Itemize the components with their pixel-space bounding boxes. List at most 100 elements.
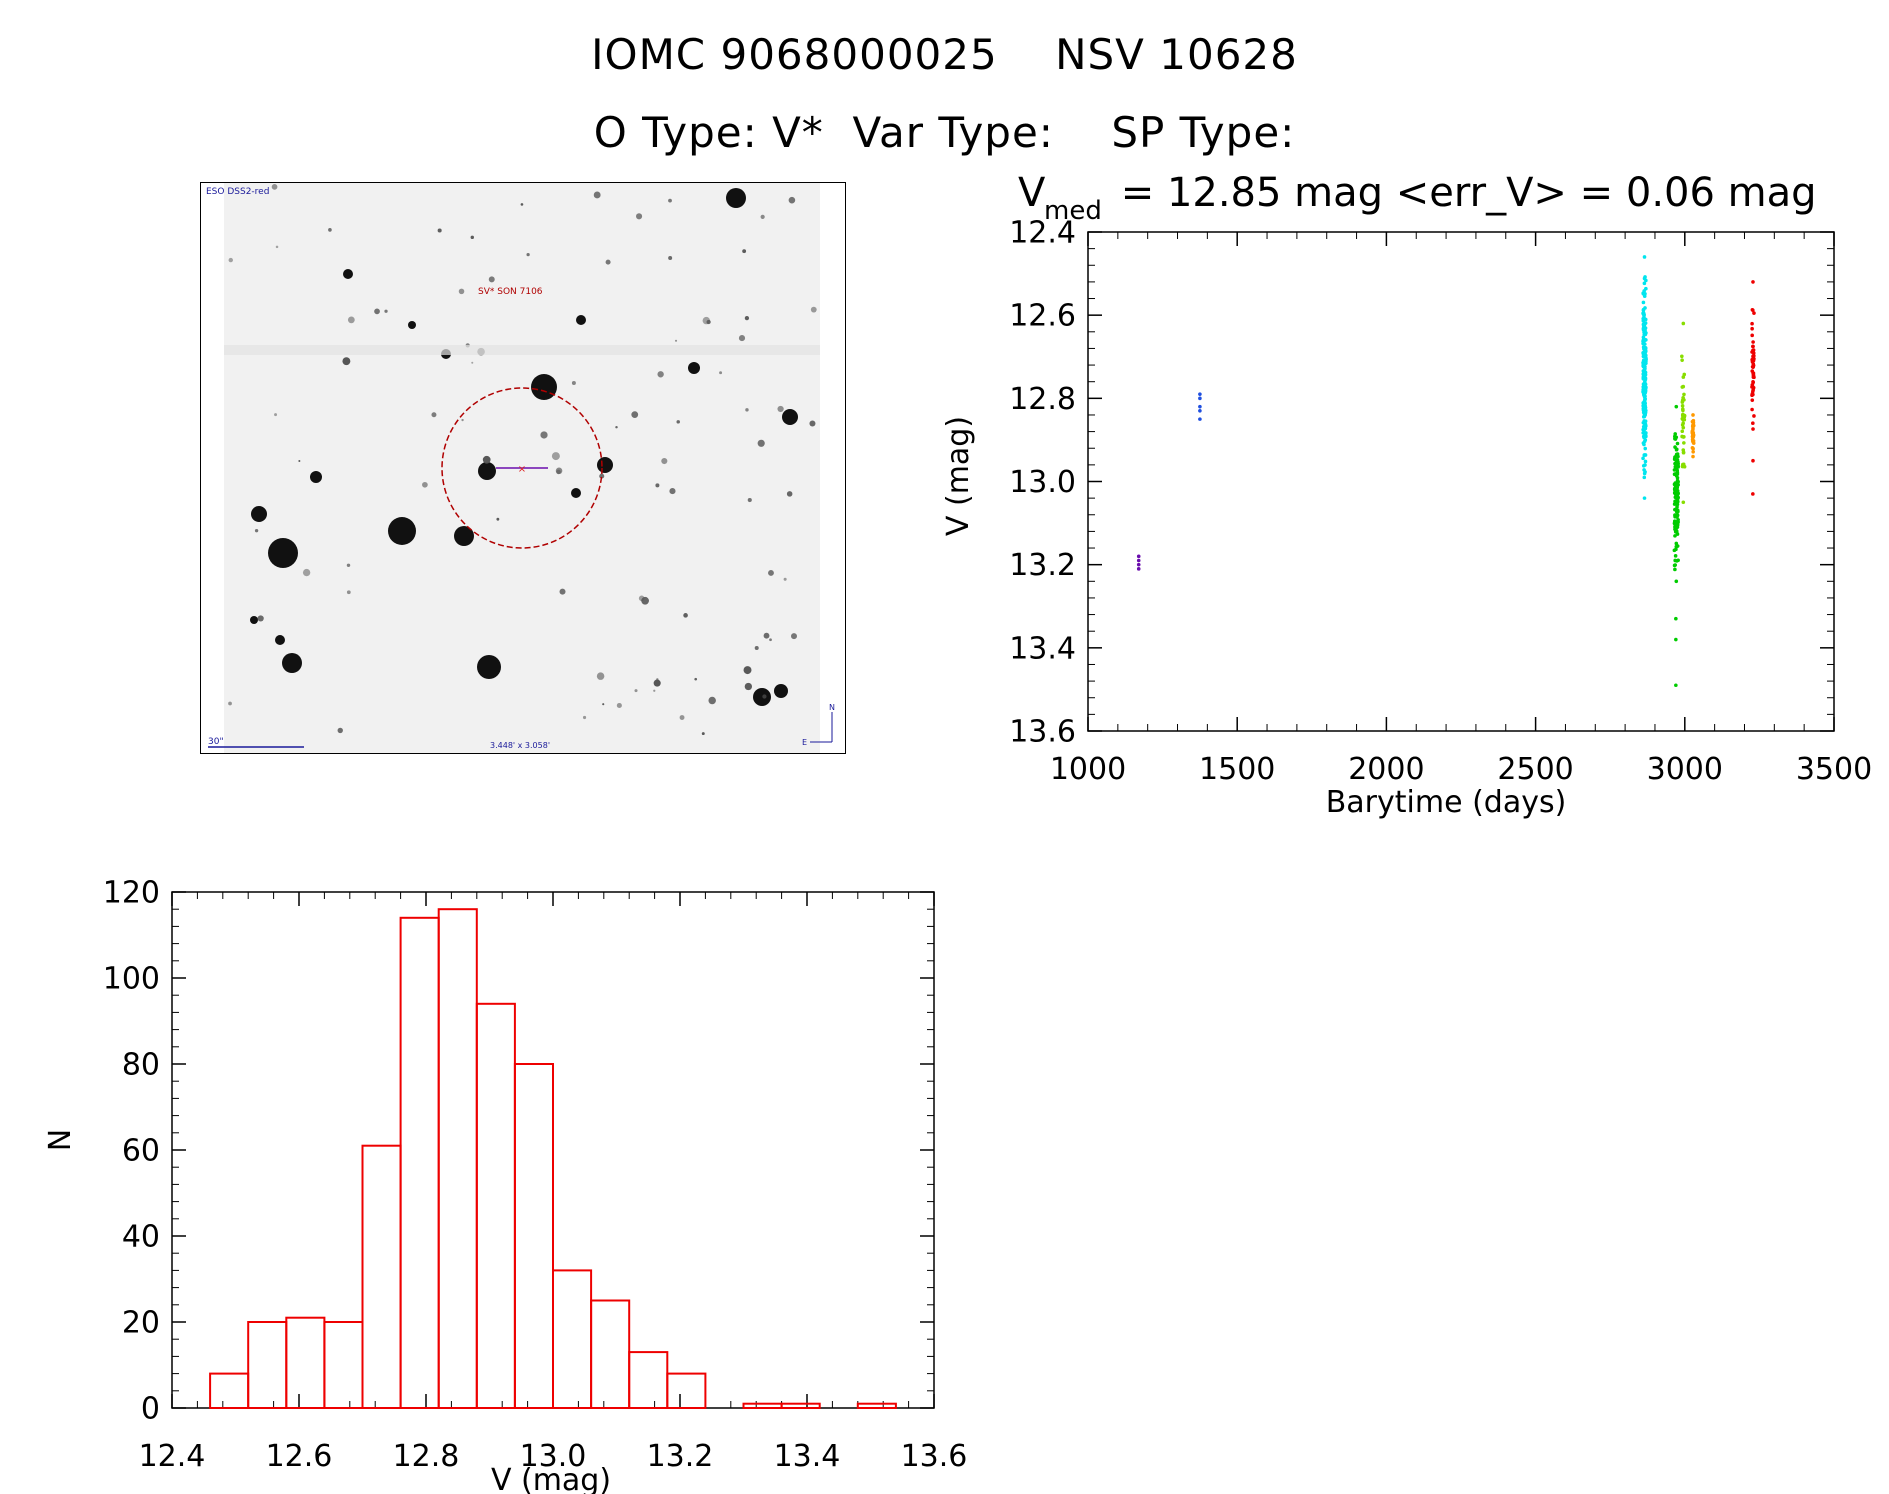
lc-data-point	[1691, 439, 1696, 443]
lc-data-point	[1675, 491, 1679, 495]
lc-title-v: V	[1018, 170, 1046, 216]
lc-data-point	[1752, 375, 1756, 380]
lc-data-point	[1750, 307, 1755, 312]
lc-data-point	[1641, 387, 1645, 392]
lc-data-point	[1675, 459, 1680, 464]
lc-data-point	[1642, 322, 1646, 327]
lc-data-point	[1752, 356, 1756, 361]
lc-data-point	[1136, 554, 1141, 559]
lc-data-point	[1674, 513, 1678, 518]
lc-ytick-label: 13.4	[1009, 631, 1076, 666]
lc-data-point	[1751, 458, 1755, 463]
lc-data-point	[1675, 497, 1680, 501]
lc-data-point	[1673, 485, 1678, 489]
lc-data-point	[1674, 637, 1678, 642]
lc-data-point	[1680, 400, 1685, 404]
lc-data-point	[1751, 492, 1755, 496]
finder-star	[757, 439, 765, 447]
hist-ylabel: N	[43, 1129, 78, 1151]
lc-data-point	[1643, 401, 1648, 406]
lc-data-point	[1643, 390, 1648, 395]
lc-data-point	[1674, 547, 1678, 552]
hist-xtick-label: 13.0	[520, 1439, 587, 1474]
lc-data-point	[1642, 442, 1646, 447]
lc-data-point	[1750, 364, 1755, 369]
lc-data-point	[1681, 412, 1685, 417]
lc-data-point	[1675, 468, 1680, 473]
lc-data-point	[1643, 353, 1647, 358]
lc-data-point	[1641, 345, 1646, 349]
finder-star	[783, 577, 787, 581]
lc-data-point	[1641, 339, 1645, 344]
finder-star	[551, 452, 560, 461]
hist-xtick-label: 13.4	[774, 1439, 841, 1474]
lc-data-point	[1641, 406, 1646, 411]
lc-data-point	[1642, 316, 1647, 321]
finder-star	[653, 689, 656, 692]
lc-data-point	[1643, 434, 1648, 438]
lc-data-point	[1641, 350, 1645, 355]
finder-star	[657, 371, 664, 378]
lc-data-point	[1675, 522, 1680, 527]
lc-data-point	[1643, 385, 1647, 390]
lc-data-point	[1642, 312, 1646, 317]
lc-data-point	[1642, 338, 1647, 342]
lc-data-point	[1642, 314, 1646, 318]
lc-data-point	[1676, 509, 1680, 514]
lc-data-point	[1680, 464, 1685, 469]
lc-data-point	[1672, 491, 1677, 495]
lc-data-point	[1672, 519, 1677, 523]
lc-data-point	[1675, 475, 1680, 480]
lc-data-point	[1691, 431, 1696, 435]
lc-data-point	[1674, 526, 1678, 531]
lc-data-point	[1675, 505, 1679, 509]
lc-data-point	[1674, 493, 1679, 498]
hist-ytick-label: 20	[122, 1306, 160, 1341]
lc-data-point	[1673, 486, 1677, 491]
lc-data-point	[1641, 372, 1646, 376]
lc-data-point	[1751, 280, 1755, 284]
lc-data-point	[1643, 291, 1647, 296]
lc-data-point	[1641, 389, 1645, 394]
lc-data-point	[1752, 311, 1756, 315]
finder-star	[760, 214, 765, 219]
lc-data-point	[1675, 481, 1680, 485]
lc-data-point	[1642, 294, 1647, 299]
finder-star	[605, 259, 611, 265]
lc-data-point	[1643, 275, 1647, 279]
lc-data-point	[1675, 493, 1679, 498]
lc-data-point	[1642, 331, 1647, 336]
lc-data-point	[1643, 459, 1648, 464]
lc-data-point	[1750, 369, 1755, 373]
finder-star	[702, 316, 711, 325]
lc-data-point	[1675, 489, 1680, 493]
lc-data-point	[1675, 472, 1679, 476]
lc-data-point	[1675, 478, 1680, 483]
lc-data-point	[1674, 514, 1679, 519]
lc-data-point	[1751, 340, 1755, 344]
hist-bar	[552, 1269, 593, 1410]
finder-star	[328, 228, 332, 232]
hist-bar	[666, 1372, 707, 1409]
lc-data-point	[1681, 384, 1686, 389]
lc-data-point	[1751, 380, 1755, 385]
finder-star	[668, 255, 673, 260]
lc-data-point	[1691, 418, 1696, 423]
lc-data-point	[1672, 521, 1677, 526]
lc-data-point	[1642, 471, 1647, 476]
finder-star	[593, 191, 601, 199]
lc-data-point	[1691, 423, 1695, 427]
lc-data-point	[1674, 491, 1679, 495]
lc-data-point	[1752, 353, 1756, 358]
finder-star	[636, 213, 643, 220]
finder-star	[571, 488, 581, 498]
lc-data-point	[1643, 422, 1647, 427]
lc-data-point	[1136, 567, 1141, 571]
lc-data-point	[1673, 507, 1678, 512]
lc-ytick-label: 13.0	[1009, 465, 1076, 500]
lc-data-point	[1641, 316, 1645, 321]
finder-star	[576, 315, 586, 325]
lc-data-point	[1674, 526, 1678, 531]
lc-data-point	[1198, 417, 1202, 421]
lc-data-point	[1642, 390, 1646, 394]
